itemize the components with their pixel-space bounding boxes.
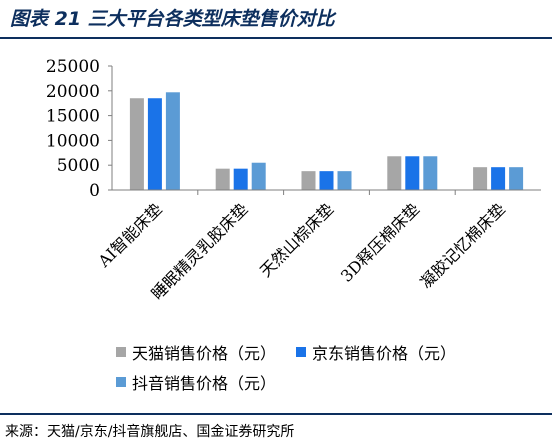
bar xyxy=(473,167,488,190)
y-tick-label: 25000 xyxy=(46,57,100,77)
legend-item: 天猫销售价格（元） xyxy=(116,340,276,364)
bar-chart: 0 5000 10000 15000 20000 25000 AI智能床垫睡眠精灵乳胶床垫… xyxy=(46,57,541,303)
x-tick-label: 天然山棕床垫 xyxy=(256,199,337,280)
bars xyxy=(129,92,524,190)
legend-swatch xyxy=(116,347,126,357)
figure-title: 图表 21 三大平台各类型床垫售价对比 xyxy=(10,8,335,30)
legend-item: 京东销售价格（元） xyxy=(296,340,456,364)
title-rule xyxy=(0,37,552,39)
bar xyxy=(491,167,506,190)
bar xyxy=(215,168,230,190)
bar xyxy=(387,156,402,190)
legend-label: 天猫销售价格（元） xyxy=(132,344,277,363)
bar xyxy=(337,171,352,190)
x-tick-label: 3D释压棉床垫 xyxy=(337,199,423,285)
source-note: 来源：天猫/京东/抖音旗舰店、国金证券研究所 xyxy=(5,424,295,440)
y-tick-label: 20000 xyxy=(46,82,100,102)
bar xyxy=(423,156,438,190)
bar xyxy=(147,98,162,190)
bar xyxy=(301,171,316,190)
y-tick-label: 15000 xyxy=(46,107,100,127)
bar xyxy=(129,98,144,190)
y-tick-label: 5000 xyxy=(57,156,100,176)
legend-swatch xyxy=(296,347,306,357)
bar xyxy=(405,156,420,190)
legend-swatch xyxy=(116,377,126,387)
x-tick-label: 凝胶记忆棉床垫 xyxy=(416,199,509,292)
bar xyxy=(319,171,334,190)
legend-label: 京东销售价格（元） xyxy=(312,344,457,363)
y-axis: 0 5000 10000 15000 20000 25000 xyxy=(46,57,113,201)
source-rule xyxy=(0,413,552,415)
bar xyxy=(165,92,180,190)
bar xyxy=(233,168,248,190)
y-tick-label: 10000 xyxy=(46,131,100,151)
bar xyxy=(251,162,266,190)
legend-label: 抖音销售价格（元） xyxy=(132,374,277,393)
legend-item: 抖音销售价格（元） xyxy=(116,370,276,394)
bar xyxy=(509,167,524,190)
x-tick-label: AI智能床垫 xyxy=(94,199,166,271)
y-tick-label: 0 xyxy=(89,181,100,201)
